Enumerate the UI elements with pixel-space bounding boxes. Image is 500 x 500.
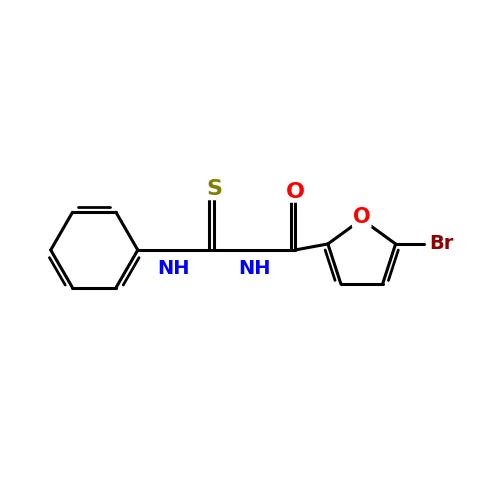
Text: O: O bbox=[353, 207, 370, 227]
Text: NH: NH bbox=[157, 260, 190, 278]
Text: S: S bbox=[206, 179, 222, 199]
Text: NH: NH bbox=[238, 260, 270, 278]
Text: Br: Br bbox=[430, 234, 454, 254]
Text: O: O bbox=[286, 182, 304, 202]
